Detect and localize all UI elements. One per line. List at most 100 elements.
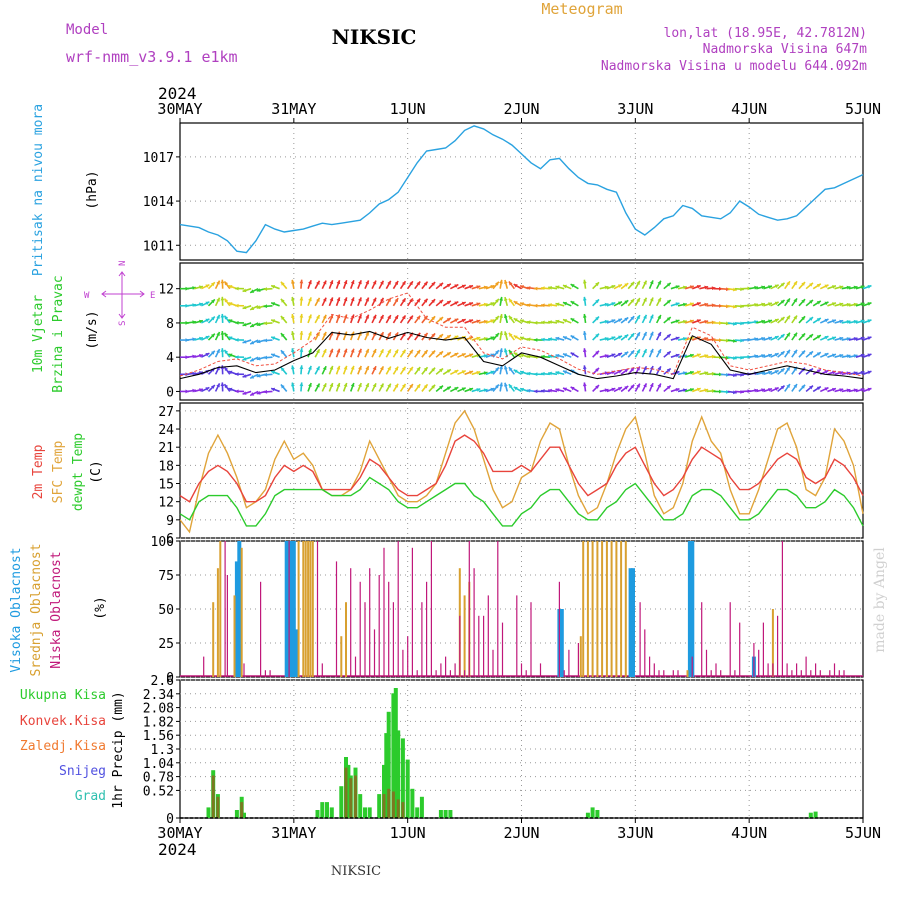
wind-arrow-head: [846, 337, 851, 341]
wind-arrow-head: [490, 302, 495, 306]
wind-arrow-head: [853, 388, 858, 393]
convective-precip-bar: [216, 796, 220, 818]
low-cloud-bar: [373, 629, 376, 677]
wind-arrow-head: [291, 348, 295, 353]
low-cloud-bar: [658, 670, 660, 677]
wind-arrow-head: [299, 365, 304, 369]
wind-arrow-head: [630, 350, 635, 355]
wind-arrow-head: [416, 350, 421, 354]
wind-arrow-head: [832, 302, 836, 306]
convective-precip-bar: [401, 802, 405, 818]
low-cloud-bar: [644, 629, 646, 677]
wind-arrow-head: [666, 351, 671, 356]
wind-arrow-head: [211, 316, 215, 321]
wind-arrow-head: [520, 319, 524, 323]
wind-arrow-head: [582, 348, 587, 352]
wind-arrow-head: [618, 370, 622, 374]
wind-arrow-head: [867, 370, 872, 375]
wind-arrow-head: [541, 303, 545, 308]
precip-ytick-label: 0: [166, 812, 174, 827]
total-precip-bar: [443, 810, 448, 818]
wind-arrow-head: [387, 332, 391, 337]
wind-arrow-head: [499, 314, 503, 318]
wind-arrow-head: [555, 371, 560, 375]
low-cloud-bar: [786, 663, 788, 677]
temp-ytick-label: 12: [158, 496, 174, 511]
low-cloud-bar: [359, 581, 361, 677]
wind-arrow-head: [224, 315, 229, 320]
wind-arrow-head: [657, 315, 661, 319]
wind-arrow-head: [423, 350, 428, 355]
wind-arrow-head: [618, 301, 622, 305]
wind-arrow-head: [343, 365, 348, 370]
total-precip-bar: [346, 764, 351, 818]
wind-arrow-head: [409, 315, 413, 320]
wind-arrow-head: [409, 366, 413, 371]
wind-arrow-head: [280, 281, 285, 286]
low-cloud-bar: [833, 663, 836, 677]
wind-arrow-head: [454, 284, 459, 288]
wind-arrow-head: [526, 337, 531, 342]
wind-arrow-head: [839, 319, 844, 324]
wind-arrow-head: [499, 279, 503, 284]
wind-arrow-head: [461, 284, 466, 289]
wind-arrow-head: [696, 370, 701, 375]
wind-arrow-head: [666, 317, 671, 321]
wind-arrow-head: [675, 319, 680, 324]
wind-arrow-head: [271, 302, 276, 306]
wind-arrow-head: [740, 287, 744, 292]
wind-ytick-label: 0: [166, 385, 174, 400]
wind-arrow-head: [582, 296, 587, 301]
wind-arrow-head: [548, 337, 552, 342]
wind-arrow-head: [372, 349, 377, 354]
wind-arrow-head: [711, 303, 716, 308]
wind-arrow-head: [409, 384, 413, 388]
low-cloud-bar: [815, 663, 817, 677]
wind-arrow-head: [853, 302, 858, 307]
wind-arrow-head: [409, 281, 413, 286]
wind-arrow-head: [387, 315, 391, 320]
wind-arrow-head: [235, 320, 239, 325]
wind-arrow-head: [832, 336, 836, 341]
low-cloud-bar: [530, 602, 532, 677]
wind-arrow-head: [774, 336, 779, 340]
wind-arrow-head: [372, 383, 377, 388]
low-cloud-bar: [487, 595, 489, 677]
wind-arrow-head: [280, 367, 285, 372]
wind-arrow-head: [520, 353, 524, 358]
low-cloud-bar: [805, 656, 807, 677]
wind-arrow-head: [618, 353, 622, 357]
low-cloud-bar: [483, 615, 485, 677]
wind-arrow-head: [446, 318, 451, 322]
wind-arrow-head: [499, 331, 503, 335]
low-cloud-bar: [459, 615, 461, 677]
high-cloud-bar: [237, 541, 242, 677]
wind-arrow-head: [358, 280, 362, 285]
wind-arrow-head: [630, 299, 635, 303]
wind-arrow-head: [839, 388, 844, 392]
wind-arrow-head: [423, 367, 428, 372]
wind-arrow-head: [224, 298, 229, 303]
wind-arrow-head: [308, 365, 312, 370]
high-cloud-bar: [687, 541, 692, 677]
wind-arrow-head: [816, 318, 821, 322]
xtick-bottom-label: 3JUN: [617, 824, 653, 842]
mid-cloud-bar: [610, 541, 613, 677]
wind-arrow-head: [860, 353, 865, 358]
low-cloud-bar: [796, 663, 798, 677]
wind-arrow-head: [696, 319, 701, 323]
low-cloud-bar: [264, 670, 266, 677]
wind-arrow-head: [740, 304, 744, 309]
mid-cloud-bar: [309, 541, 312, 677]
wind-arrow-head: [733, 339, 737, 343]
wind-arrow-head: [439, 334, 443, 338]
cloud-ytick-label: 75: [158, 569, 174, 584]
xtick-top-label: 4JUN: [731, 100, 767, 118]
wind-arrow-head: [490, 319, 495, 323]
mid-cloud-bar: [586, 541, 589, 677]
wind-arrow-head: [504, 348, 508, 353]
wind-arrow-head: [431, 367, 436, 372]
wind-arrow-head: [624, 300, 629, 304]
xtick-top-label: 1JUN: [390, 100, 426, 118]
wind-arrow-head: [711, 389, 716, 393]
